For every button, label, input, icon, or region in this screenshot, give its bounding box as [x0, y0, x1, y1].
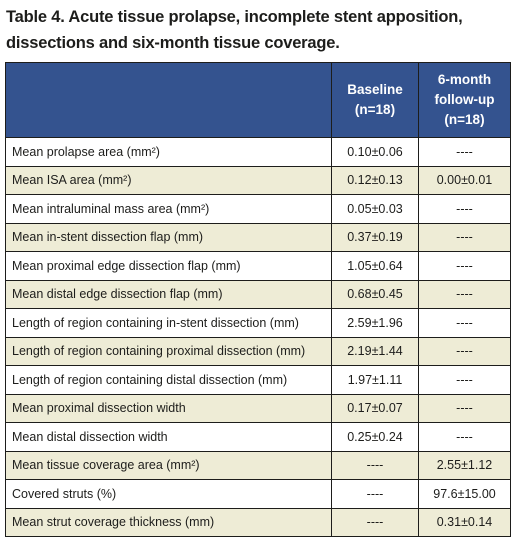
table-body: Mean prolapse area (mm²) 0.10±0.06 ---- Mea…: [5, 137, 511, 537]
row-followup-cell: 97.6±15.00: [418, 479, 511, 509]
row-followup-cell: ----: [418, 393, 511, 423]
row-label-cell: Mean intraluminal mass area (mm²): [5, 194, 332, 224]
table-row: Mean distal edge dissection flap (mm) 0.6…: [5, 279, 511, 309]
table-row: Mean prolapse area (mm²) 0.10±0.06 ----: [5, 137, 511, 167]
table-caption-line-1: Table 4. Acute tissue prolapse, incomple…: [6, 8, 463, 26]
row-followup-cell: ----: [418, 279, 511, 309]
row-baseline-cell: ----: [331, 507, 419, 537]
table-row: Mean in-stent dissection flap (mm) 0.37±0…: [5, 222, 511, 252]
row-followup-cell: ----: [418, 365, 511, 395]
row-label-cell: Mean prolapse area (mm²): [5, 137, 332, 167]
table-header: Baseline (n=18) 6-month follow-up (n=18): [5, 62, 511, 138]
row-label-cell: Mean distal edge dissection flap (mm): [5, 279, 332, 309]
table-row: Mean tissue coverage area (mm²) ---- 2.55±…: [5, 450, 511, 480]
table-row: Mean intraluminal mass area (mm²) 0.05±0.…: [5, 194, 511, 224]
header-cell-baseline: Baseline (n=18): [331, 62, 419, 138]
table-row: Covered struts (%) ---- 97.6±15.00: [5, 479, 511, 509]
table-row: Mean proximal dissection width 0.17±0.07-…: [5, 393, 511, 423]
table-row: Mean ISA area (mm²) 0.12±0.13 0.00±0.01: [5, 165, 511, 195]
row-followup-cell: ----: [418, 194, 511, 224]
row-followup-cell: ----: [418, 222, 511, 252]
table-row: Length of region containing in-stent dis…: [5, 308, 511, 338]
row-baseline-cell: 0.10±0.06: [331, 137, 419, 167]
row-followup-cell: 0.00±0.01: [418, 165, 511, 195]
row-label-cell: Mean in-stent dissection flap (mm): [5, 222, 332, 252]
row-baseline-cell: 0.05±0.03: [331, 194, 419, 224]
row-label-cell: Mean tissue coverage area (mm²): [5, 450, 332, 480]
header-row: Baseline (n=18) 6-month follow-up (n=18): [5, 62, 511, 138]
row-followup-cell: ----: [418, 137, 511, 167]
row-baseline-cell: ----: [331, 479, 419, 509]
row-followup-cell: ----: [418, 251, 511, 281]
header-cell-label: [5, 62, 332, 138]
header-baseline-line-1: Baseline: [347, 82, 403, 97]
table-row: Mean distal dissection width 0.25±0.24 ---…: [5, 422, 511, 452]
row-followup-cell: ----: [418, 336, 511, 366]
table-row: Length of region containing distal disse…: [5, 365, 511, 395]
header-followup-line-1: 6-month: [437, 72, 492, 87]
table-caption-line-2: dissections and six-month tissue coverag…: [6, 34, 340, 52]
row-baseline-cell: 0.12±0.13: [331, 165, 419, 195]
header-cell-followup: 6-month follow-up (n=18): [418, 62, 511, 138]
row-label-cell: Mean proximal dissection width: [5, 393, 332, 423]
row-label-cell: Length of region containing in-stent dis…: [5, 308, 332, 338]
row-label-cell: Length of region containing proximal dis…: [5, 336, 332, 366]
table-caption: Table 4. Acute tissue prolapse, incomple…: [6, 4, 511, 56]
row-label-cell: Mean ISA area (mm²): [5, 165, 332, 195]
row-followup-cell: ----: [418, 422, 511, 452]
row-baseline-cell: 0.25±0.24: [331, 422, 419, 452]
row-baseline-cell: ----: [331, 450, 419, 480]
results-table: Baseline (n=18) 6-month follow-up (n=18)…: [5, 62, 511, 537]
header-baseline-line-2: (n=18): [354, 102, 396, 117]
row-label-cell: Mean distal dissection width: [5, 422, 332, 452]
header-followup-line-3: (n=18): [444, 112, 485, 127]
table-row: Length of region containing proximal dis…: [5, 336, 511, 366]
header-followup-line-2: follow-up: [434, 92, 495, 107]
row-baseline-cell: 1.97±1.11: [331, 365, 419, 395]
row-baseline-cell: 2.19±1.44: [331, 336, 419, 366]
row-baseline-cell: 2.59±1.96: [331, 308, 419, 338]
row-label-cell: Mean strut coverage thickness (mm): [5, 507, 332, 537]
row-label-cell: Covered struts (%): [5, 479, 332, 509]
row-baseline-cell: 0.68±0.45: [331, 279, 419, 309]
row-label-cell: Mean proximal edge dissection flap (mm): [5, 251, 332, 281]
row-baseline-cell: 1.05±0.64: [331, 251, 419, 281]
row-followup-cell: ----: [418, 308, 511, 338]
row-label-cell: Length of region containing distal disse…: [5, 365, 332, 395]
table-row: Mean strut coverage thickness (mm) ---- 0.…: [5, 507, 511, 537]
row-followup-cell: 0.31±0.14: [418, 507, 511, 537]
row-baseline-cell: 0.17±0.07: [331, 393, 419, 423]
table-row: Mean proximal edge dissection flap (mm) 1…: [5, 251, 511, 281]
row-baseline-cell: 0.37±0.19: [331, 222, 419, 252]
row-followup-cell: 2.55±1.12: [418, 450, 511, 480]
